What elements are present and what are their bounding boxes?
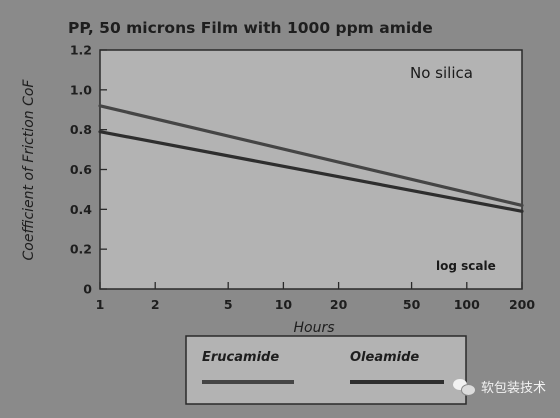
series-line-oleamide (98, 130, 524, 213)
series-line-erucamide (98, 104, 524, 207)
wechat-icon (452, 378, 476, 396)
watermark-text: 软包装技术 (480, 381, 546, 396)
y-axis-ticks: 0 0.2 0.4 0.6 0.8 1.0 1.2 (70, 43, 107, 297)
y-tick-label: 0 (83, 282, 92, 297)
y-tick-label: 0.4 (70, 202, 92, 217)
x-tick-label: 100 (454, 297, 480, 312)
y-tick-label: 0.2 (70, 242, 92, 257)
x-axis-label: Hours (293, 320, 334, 336)
legend-box (185, 335, 467, 405)
x-tick-label: 10 (275, 297, 293, 312)
chart-title: PP, 50 microns Film with 1000 ppm amide (68, 19, 433, 37)
log-scale-annotation: log scale (436, 259, 496, 273)
y-tick-label: 0.6 (70, 162, 92, 177)
x-tick-label: 50 (403, 297, 421, 312)
watermark: 软包装技术 (452, 377, 546, 396)
x-tick-label: 5 (224, 297, 233, 312)
x-tick-label: 20 (330, 297, 348, 312)
legend-label-oleamide: Oleamide (350, 350, 419, 365)
no-silica-annotation: No silica (410, 64, 473, 82)
x-axis-ticks: 1 2 5 10 20 50 100 200 (96, 282, 535, 312)
series-lines (98, 104, 524, 213)
x-tick-label: 200 (509, 297, 535, 312)
y-tick-label: 0.8 (70, 122, 92, 137)
x-tick-label: 1 (96, 297, 105, 312)
x-tick-label: 2 (151, 297, 160, 312)
legend-label-erucamide: Erucamide (202, 350, 279, 365)
plot-area (99, 49, 523, 290)
legend: Erucamide Oleamide (185, 335, 467, 405)
y-tick-label: 1.2 (70, 43, 92, 58)
y-axis-label: Coefficient of Friction CoF (21, 79, 37, 261)
y-tick-label: 1.0 (70, 82, 92, 97)
